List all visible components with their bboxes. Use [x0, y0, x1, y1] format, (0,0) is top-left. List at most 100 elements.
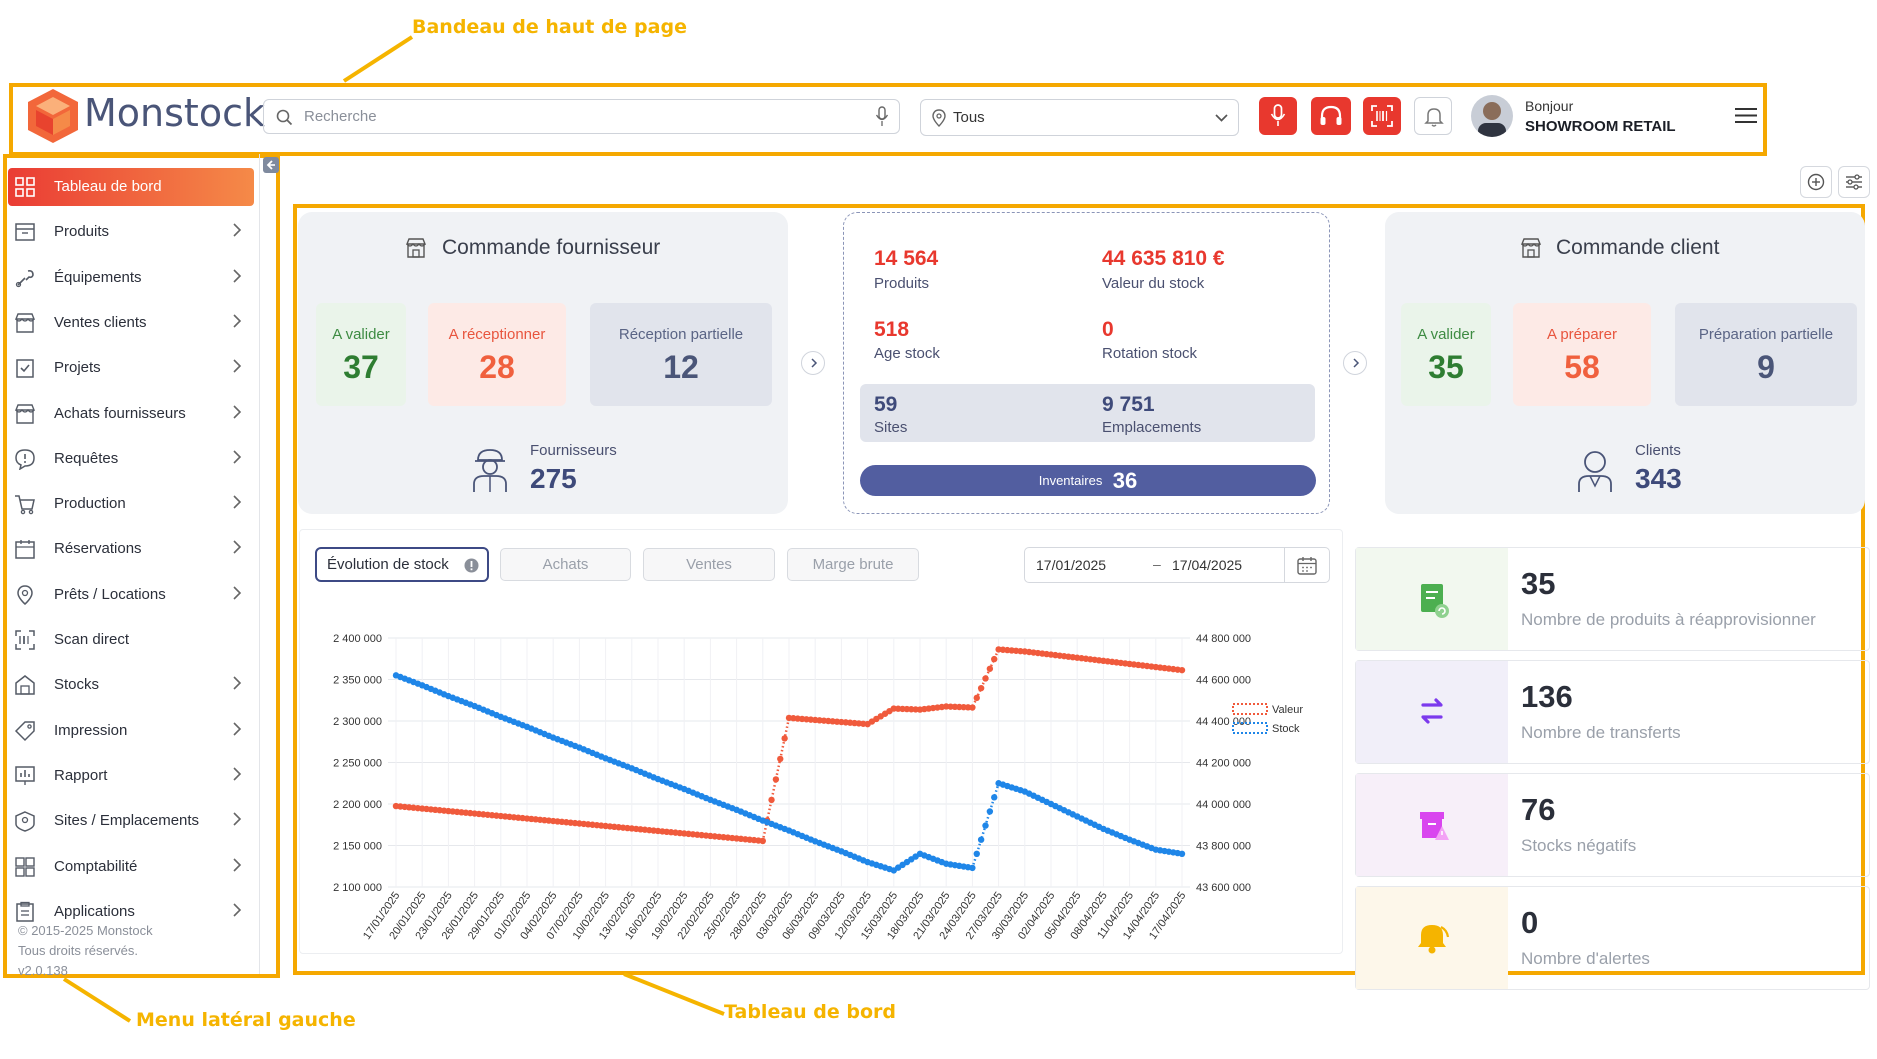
tab-sales[interactable]: Ventes — [643, 548, 775, 581]
kpi-value: 0 — [1521, 905, 1539, 940]
avatar[interactable] — [1471, 95, 1513, 137]
site-select-value: Tous — [953, 109, 985, 126]
sidebar-divider — [259, 154, 260, 974]
sidebar-item-13[interactable]: Impression — [8, 712, 254, 750]
kpi-card-3[interactable]: 76 Stocks négatifs — [1355, 773, 1870, 877]
notifications-button[interactable] — [1414, 97, 1452, 135]
locations-label: Emplacements — [1102, 419, 1202, 436]
kpi-card-1[interactable]: 35 Nombre de produits à réapprovisionner — [1355, 547, 1870, 651]
customer-to-validate[interactable]: A valider 35 — [1401, 303, 1491, 406]
inventory-button[interactable]: Inventaires 36 — [860, 465, 1316, 496]
sites-value: 59 — [874, 393, 898, 416]
sites-label: Sites — [874, 419, 908, 436]
sidebar-version: v2.0.138 — [18, 963, 68, 978]
chevron-right-icon — [233, 767, 242, 781]
kpi-card-4[interactable]: 0 Nombre d'alertes — [1355, 886, 1870, 990]
chevron-right-icon — [233, 586, 242, 600]
search-icon — [276, 109, 293, 126]
data-point-valeur — [986, 665, 994, 672]
sidebar-item-10[interactable]: Prêts / Locations — [8, 576, 254, 614]
sidebar-item-6[interactable]: Achats fournisseurs — [8, 395, 254, 433]
clipboard-check-icon — [16, 359, 34, 378]
sidebar-item-15[interactable]: Sites / Emplacements — [8, 802, 254, 840]
y-right-tick-label: 43 600 000 — [1196, 882, 1251, 894]
chevron-right-icon — [1353, 358, 1360, 368]
search-input[interactable]: Recherche — [263, 99, 900, 134]
microphone-button[interactable] — [1259, 97, 1297, 135]
y-left-tick-label: 2 200 000 — [333, 799, 382, 811]
barcode-scanner-icon — [1371, 105, 1393, 127]
chevron-right-icon — [233, 903, 242, 917]
chevron-right-icon — [233, 540, 242, 554]
supplier-count: 275 — [530, 463, 577, 494]
sidebar-item-11[interactable]: Scan direct — [8, 621, 254, 659]
support-button[interactable] — [1311, 97, 1351, 135]
supplier-to-validate[interactable]: A valider 37 — [316, 303, 406, 406]
collapse-sidebar-icon[interactable] — [263, 157, 279, 173]
customer-count-label: Clients — [1635, 442, 1681, 459]
next-connector-right — [1343, 351, 1367, 375]
sites-locations-box[interactable] — [860, 384, 1315, 442]
sidebar-item-7[interactable]: Requêtes — [8, 440, 254, 478]
site-select[interactable]: Tous — [920, 99, 1239, 136]
supplier-partial-value: 12 — [663, 349, 699, 385]
callout-left-menu: Menu latéral gauche — [136, 1009, 356, 1031]
plus-circle-icon — [1807, 173, 1825, 191]
data-point-valeur — [768, 796, 775, 804]
y-left-tick-label: 2 300 000 — [333, 716, 382, 728]
tag-icon — [14, 721, 35, 742]
supplier-to-receive[interactable]: A réceptionner 28 — [428, 303, 566, 406]
customize-button[interactable] — [1838, 166, 1870, 198]
data-point-stock — [969, 864, 976, 872]
date-start[interactable]: 17/01/2025 — [1036, 557, 1107, 573]
add-widget-button[interactable] — [1800, 166, 1832, 198]
calendar-icon[interactable] — [1297, 556, 1317, 575]
sidebar-item-9[interactable]: Réservations — [8, 530, 254, 568]
sidebar-item-5[interactable]: Projets — [8, 349, 254, 387]
supplier-to-validate-value: 37 — [343, 349, 379, 385]
customer-partial[interactable]: Préparation partielle 9 — [1675, 303, 1857, 406]
legend-swatch — [1232, 703, 1268, 715]
scanner-button[interactable] — [1363, 97, 1401, 135]
supplier-title: Commande fournisseur — [442, 236, 661, 259]
callout-top-line — [342, 35, 414, 83]
date-picker-divider — [1284, 548, 1285, 582]
microphone-icon — [1270, 104, 1286, 126]
tab-purchases[interactable]: Achats — [500, 548, 631, 581]
tab-gross-margin[interactable]: Marge brute — [787, 548, 919, 581]
kpi-card-2[interactable]: 136 Nombre de transferts — [1355, 660, 1870, 764]
store-icon — [405, 238, 427, 258]
sidebar-item-16[interactable]: Comptabilité — [8, 848, 254, 886]
kpi-icon-box — [1356, 548, 1508, 650]
sidebar-item-17[interactable]: Applications — [8, 893, 254, 931]
kpi-icon-box — [1356, 887, 1508, 989]
sidebar-item-3[interactable]: Équipements — [8, 259, 254, 297]
kpi-label: Nombre d'alertes — [1521, 949, 1650, 968]
tab-stock-evolution[interactable]: Évolution de stock — [315, 547, 489, 582]
alert-bubble-icon — [15, 449, 35, 470]
sidebar-item-14[interactable]: Rapport — [8, 757, 254, 795]
store-icon — [14, 313, 36, 333]
supplier-partial[interactable]: Réception partielle 12 — [590, 303, 772, 406]
sidebar-item-12[interactable]: Stocks — [8, 666, 254, 704]
sidebar-item-1[interactable]: Tableau de bord — [8, 168, 254, 206]
kpi-label: Nombre de produits à réapprovisionner — [1521, 610, 1816, 629]
chart-panel — [299, 529, 1343, 954]
info-icon[interactable] — [464, 558, 479, 573]
rotation-value: 0 — [1102, 318, 1114, 341]
date-range-picker[interactable]: 17/01/2025 – 17/04/2025 — [1024, 547, 1330, 583]
rotation-label: Rotation stock — [1102, 345, 1198, 362]
store-icon — [14, 404, 36, 424]
hamburger-menu-icon[interactable] — [1735, 107, 1757, 124]
sidebar-item-2[interactable]: Produits — [8, 213, 254, 251]
headset-icon — [1320, 105, 1342, 125]
customer-to-prepare[interactable]: A préparer 58 — [1513, 303, 1651, 406]
next-connector-left — [801, 351, 825, 375]
sidebar-item-4[interactable]: Ventes clients — [8, 304, 254, 342]
date-end[interactable]: 17/04/2025 — [1172, 557, 1243, 573]
kpi-value: 76 — [1521, 792, 1556, 827]
chevron-right-icon — [233, 359, 242, 373]
voice-search-icon[interactable] — [875, 106, 889, 128]
sidebar-item-8[interactable]: Production — [8, 485, 254, 523]
legend-swatch — [1232, 722, 1268, 734]
